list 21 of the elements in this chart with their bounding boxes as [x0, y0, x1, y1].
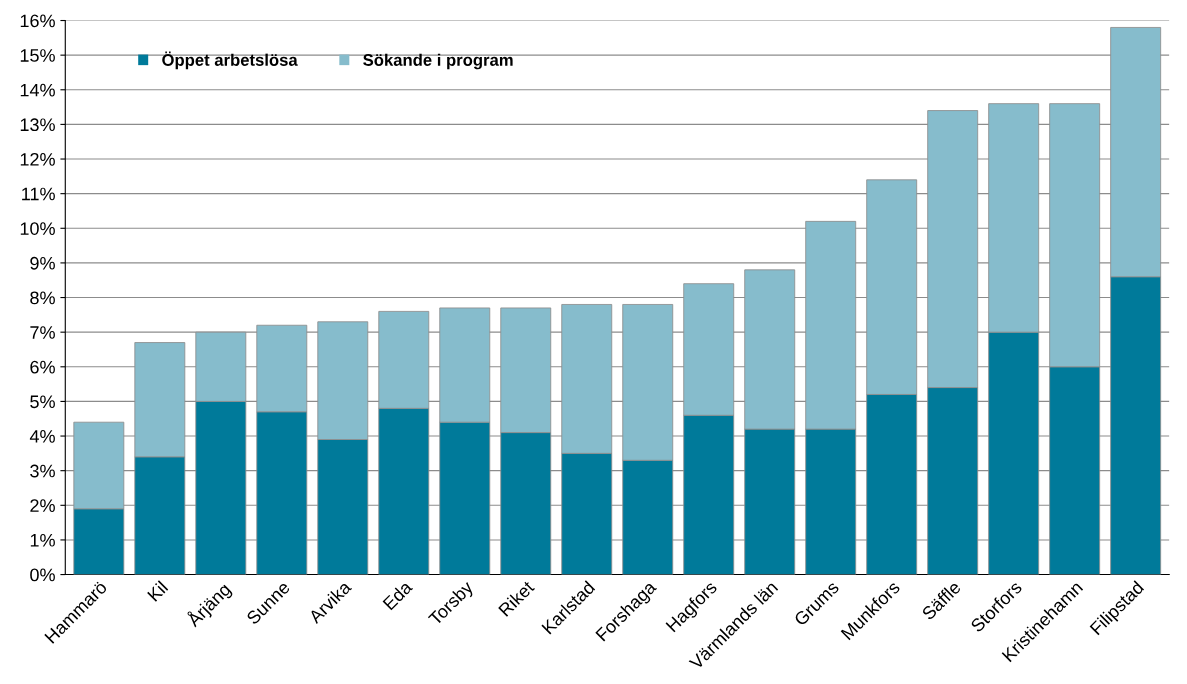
y-tick-label: 5% — [30, 395, 55, 409]
legend-label: Sökande i program — [363, 53, 513, 70]
y-tick-label: 7% — [30, 326, 55, 339]
y-tick-label: 14% — [20, 83, 55, 97]
y-tick-label: 12% — [20, 152, 55, 166]
legend-label: Öppet arbetslösa — [162, 51, 298, 70]
x-tick-label: Kil — [146, 580, 169, 602]
y-tick-label: 16% — [20, 14, 55, 28]
y-tick-label: 6% — [30, 360, 55, 374]
y-tick-label: 1% — [30, 533, 55, 547]
y-tick-label: 10% — [20, 222, 55, 236]
x-tick-label: Eda — [382, 579, 414, 611]
y-tick-label: 2% — [30, 499, 55, 512]
y-tick-label: 4% — [29, 430, 55, 443]
y-tick-label: 9% — [30, 256, 55, 270]
y-tick-label: 15% — [20, 49, 55, 62]
y-tick-label: 3% — [30, 464, 55, 478]
y-tick-label: 13% — [20, 118, 55, 132]
y-tick-label: 11% — [22, 187, 55, 201]
y-tick-label: 8% — [30, 291, 55, 305]
y-tick-label: 0% — [30, 568, 55, 582]
